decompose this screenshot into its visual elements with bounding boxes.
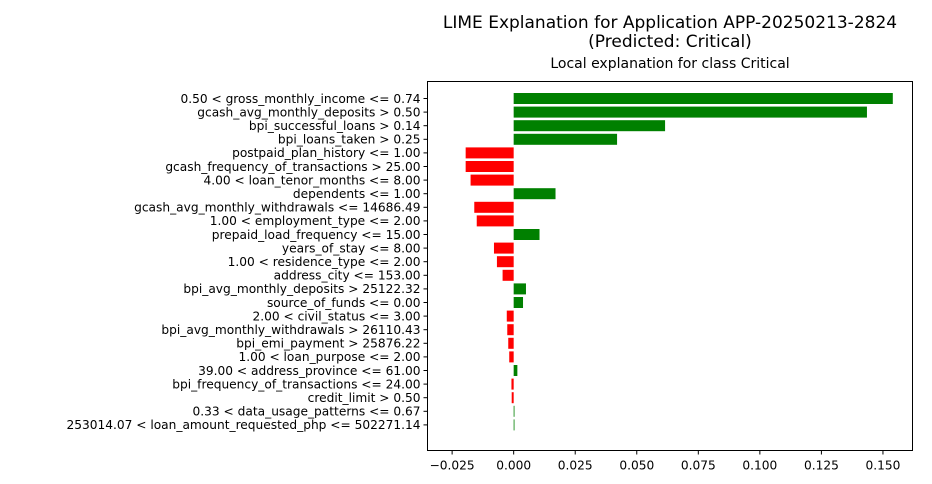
bar-19 (509, 351, 514, 363)
x-tick-label: 0.000 (496, 459, 531, 473)
bar-23 (513, 405, 515, 417)
y-tick-label: 1.00 < employment_type <= 2.00 (210, 214, 421, 228)
y-tick-label: gcash_frequency_of_transactions > 25.00 (165, 160, 420, 174)
y-tick-label: gcash_avg_monthly_deposits > 0.50 (197, 105, 420, 119)
bar-9 (476, 215, 514, 227)
y-tick-label: 4.00 < loan_tenor_months <= 8.00 (203, 173, 420, 187)
plot-frame (427, 81, 913, 451)
y-tick-label: 0.50 < gross_monthly_income <= 0.74 (180, 92, 420, 106)
y-tick-label: 1.00 < residence_type <= 2.00 (228, 255, 421, 269)
y-tick-label: 2.00 < civil_status <= 3.00 (252, 309, 420, 323)
y-tick-label: 253014.07 < loan_amount_requested_php <=… (66, 418, 420, 432)
y-tick-label: prepaid_load_frequency <= 15.00 (212, 228, 421, 242)
chart-title: Local explanation for class Critical (550, 56, 789, 72)
y-tick-label: credit_limit > 0.50 (308, 391, 421, 405)
y-tick-label: 0.33 < data_usage_patterns <= 0.67 (193, 405, 421, 419)
figure-suptitle-line2: (Predicted: Critical) (588, 32, 752, 52)
y-tick-label: postpaid_plan_history <= 1.00 (232, 146, 420, 160)
y-tick-label: bpi_avg_monthly_deposits > 25122.32 (183, 282, 420, 296)
bar-13 (502, 269, 514, 281)
y-tick-labels: 0.50 < gross_monthly_income <= 0.74gcash… (66, 92, 428, 432)
y-tick-label: years_of_stay <= 8.00 (282, 241, 421, 255)
y-tick-label: bpi_avg_monthly_withdrawals > 26110.43 (161, 323, 420, 337)
y-tick-label: address_city <= 153.00 (274, 269, 421, 283)
bar-2 (513, 120, 666, 132)
bar-0 (513, 93, 893, 104)
bar-18 (508, 337, 514, 349)
x-tick-label: −0.025 (430, 459, 475, 473)
y-tick-label: 1.00 < loan_purpose <= 2.00 (238, 350, 420, 364)
bar-3 (513, 133, 618, 145)
y-tick-label: source_of_funds <= 0.00 (267, 296, 421, 310)
bars-group (465, 93, 893, 431)
bar-17 (507, 324, 514, 336)
y-tick-label: 39.00 < address_province <= 61.00 (198, 364, 420, 378)
y-tick-label: bpi_emi_payment > 25876.22 (236, 337, 420, 351)
bar-7 (513, 188, 556, 200)
bar-20 (513, 365, 518, 376)
y-tick-label: bpi_successful_loans > 0.14 (249, 119, 421, 133)
x-tick-label: 0.150 (866, 459, 901, 473)
x-tick-label: 0.075 (681, 459, 716, 473)
x-ticks: −0.025 0.000 0.025 0.050 0.075 0.100 0.125 0.15… (430, 450, 901, 473)
y-tick-label: bpi_loans_taken > 0.25 (278, 133, 421, 147)
bar-24 (513, 419, 515, 431)
bar-6 (470, 174, 514, 186)
x-tick-label: 0.025 (558, 459, 593, 473)
y-tick-label: gcash_avg_monthly_withdrawals <= 14686.4… (134, 201, 420, 215)
bar-1 (513, 106, 867, 118)
figure-suptitle-line1: LIME Explanation for Application APP-202… (443, 13, 897, 33)
bar-4 (465, 147, 514, 159)
bar-5 (465, 161, 514, 172)
bar-11 (493, 242, 514, 254)
x-tick-label: 0.050 (619, 459, 654, 473)
bar-8 (474, 201, 514, 213)
bar-16 (506, 310, 514, 322)
bar-21 (511, 378, 514, 390)
bar-10 (513, 229, 540, 240)
x-tick-label: 0.100 (742, 459, 777, 473)
bar-15 (513, 297, 524, 308)
y-tick-label: dependents <= 1.00 (293, 187, 421, 201)
bar-22 (511, 392, 514, 404)
x-tick-label: 0.125 (804, 459, 839, 473)
bar-14 (513, 283, 526, 295)
bar-12 (496, 256, 514, 268)
y-tick-label: bpi_frequency_of_transactions <= 24.00 (172, 377, 420, 391)
